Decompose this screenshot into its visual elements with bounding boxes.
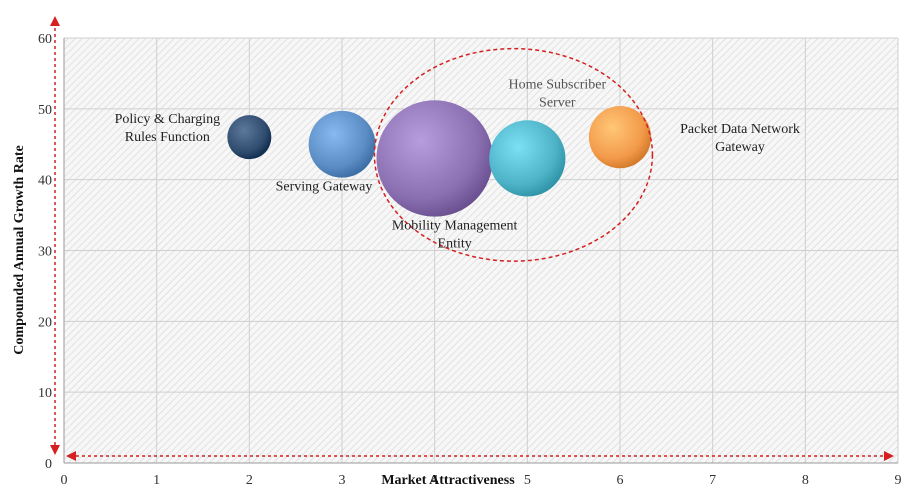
bubble-label: Home Subscriber (509, 77, 607, 92)
axis-arrows (50, 16, 894, 461)
x-axis-title: Market Attractiveness (381, 473, 515, 488)
y-tick-label: 40 (38, 174, 52, 189)
x-tick-label: 5 (524, 473, 531, 488)
bubble-labels: Policy & Charging Rules Function Serving G… (115, 77, 800, 251)
x-tick-label: 7 (709, 473, 716, 488)
bubble-serving-gateway (308, 110, 376, 178)
bubble-label: Serving Gateway (276, 179, 373, 194)
x-axis-arrow-left (66, 451, 76, 461)
x-tick-label: 0 (61, 473, 68, 488)
x-axis-arrow-right (884, 451, 894, 461)
x-tick-label: 4 (431, 473, 438, 488)
x-tick-label: 6 (617, 473, 624, 488)
y-tick-label: 0 (45, 457, 52, 472)
highlight-ellipse-group (373, 47, 654, 262)
bubble-label: Mobility Management (392, 218, 518, 233)
y-axis-arrow-up (50, 16, 60, 26)
y-tick-label: 50 (38, 103, 52, 118)
bubble-label: Packet Data Network (680, 122, 800, 137)
y-tick-label: 10 (38, 386, 52, 401)
bubble-packet-data-network-gateway (588, 106, 652, 169)
y-tick-label: 60 (38, 32, 52, 47)
axes (63, 38, 898, 464)
x-tick-label: 2 (246, 473, 253, 488)
y-tick-label: 20 (38, 315, 52, 330)
x-tick-label: 3 (339, 473, 346, 488)
bubble-label: Server (539, 95, 576, 110)
y-tick-labels: 0 10 20 30 40 50 60 (38, 32, 52, 472)
x-tick-label: 8 (802, 473, 809, 488)
bubble-home-subscriber-server (489, 120, 566, 197)
y-axis-arrow-down (50, 445, 60, 455)
bubble-label: Rules Function (125, 130, 210, 145)
highlight-ellipse (373, 47, 654, 262)
bubbles (227, 100, 652, 217)
bubble-label: Gateway (715, 140, 765, 155)
x-tick-label: 1 (153, 473, 160, 488)
x-tick-label: 9 (895, 473, 902, 488)
bubble-policy-charging-rules-function (227, 115, 272, 160)
x-tick-labels: 0 1 2 3 4 5 6 7 8 9 (61, 473, 902, 488)
y-tick-label: 30 (38, 245, 52, 260)
y-axis-title: Compounded Annual Growth Rate (12, 145, 27, 354)
bubble-label: Entity (438, 236, 472, 251)
bubble-mobility-management-entity (376, 100, 493, 217)
bubble-label: Policy & Charging (115, 112, 221, 127)
